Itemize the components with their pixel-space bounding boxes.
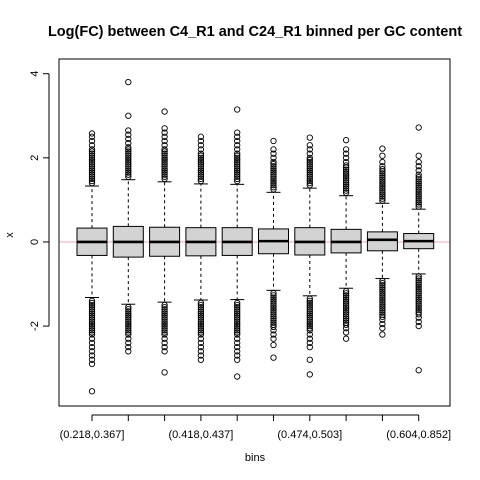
outlier-point [307, 372, 312, 377]
outlier-point [271, 342, 276, 347]
outlier-point [416, 153, 421, 158]
box-5 [222, 107, 252, 379]
outlier-point [343, 336, 348, 341]
x-tick-label: (0.418,0.437] [168, 429, 233, 441]
x-tick-label: (0.474,0.503] [277, 429, 342, 441]
x-tick-label: (0.604,0.852] [386, 429, 451, 441]
outlier-point [343, 137, 348, 142]
y-tick-label: 4 [29, 71, 41, 77]
outlier-point [416, 125, 421, 130]
outlier-point [307, 135, 312, 140]
outlier-point [89, 131, 94, 136]
box-3 [150, 109, 180, 375]
box-1 [77, 131, 107, 394]
outlier-point [89, 389, 94, 394]
outlier-point [235, 107, 240, 112]
y-tick-label: -2 [29, 321, 41, 331]
outlier-point [416, 368, 421, 373]
chart-title: Log(FC) between C4_R1 and C24_R1 binned … [48, 24, 462, 40]
box-6 [259, 138, 289, 360]
outlier-point [162, 370, 167, 375]
outlier-point [126, 79, 131, 84]
outlier-point [380, 146, 385, 151]
y-tick-label: 0 [29, 239, 41, 245]
y-axis: -2 0 2 4 [29, 71, 49, 331]
outlier-point [235, 374, 240, 379]
box-2 [113, 79, 143, 354]
outlier-point [271, 138, 276, 143]
outlier-point [307, 357, 312, 362]
x-axis-label: bins [245, 452, 266, 464]
box-4 [186, 134, 216, 362]
outlier-point [126, 113, 131, 118]
outlier-point [271, 355, 276, 360]
box-series [77, 79, 434, 394]
y-axis-label: x [4, 232, 16, 238]
x-tick-label: (0.218,0.367] [60, 429, 125, 441]
iqr-box [367, 232, 397, 251]
outlier-point [380, 153, 385, 158]
box-8 [331, 137, 361, 341]
box-9 [367, 146, 397, 337]
y-tick-label: 2 [29, 155, 41, 161]
box-10 [404, 125, 434, 373]
box-7 [295, 135, 325, 377]
x-axis: (0.218,0.367] (0.418,0.437] (0.474,0.503] (… [60, 415, 452, 441]
outlier-point [162, 109, 167, 114]
outlier-point [380, 332, 385, 337]
